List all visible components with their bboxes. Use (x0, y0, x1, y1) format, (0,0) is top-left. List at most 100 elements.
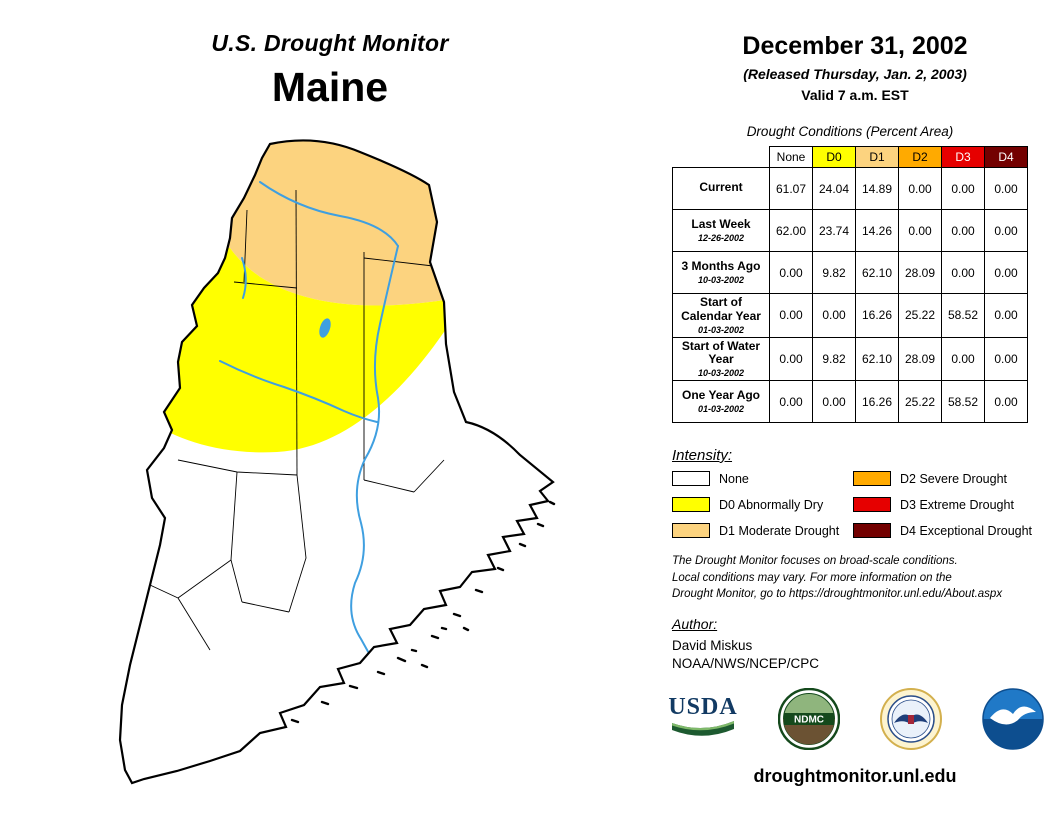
legend-swatch-d1 (672, 523, 710, 538)
maine-drought-map (118, 139, 556, 785)
author-name: David Miskus (672, 638, 753, 653)
table-cell: 62.10 (855, 336, 899, 382)
table-cell: 62.00 (769, 209, 813, 252)
column-header-d1: D1 (855, 146, 899, 168)
released-date: (Released Thursday, Jan. 2, 2003) (743, 66, 967, 82)
disclaimer: The Drought Monitor focuses on broad-sca… (672, 553, 1002, 603)
author-organization: NOAA/NWS/NCEP/CPC (672, 656, 820, 671)
table-cell: 0.00 (984, 380, 1028, 424)
table-cell: 14.89 (855, 167, 899, 210)
legend-label: D4 Exceptional Drought (900, 523, 1033, 538)
row-label: Start of Calendar Year 01-03-2002 (672, 293, 770, 338)
table-cell: 24.04 (812, 167, 856, 210)
legend-item-d4: D4 Exceptional Drought (853, 522, 1038, 539)
table-cell: 9.82 (812, 251, 856, 294)
disclaimer-line: The Drought Monitor focuses on broad-sca… (672, 555, 958, 567)
table-corner-cell (673, 147, 770, 168)
table-row: Last Week 12-26-2002 62.00 23.74 14.26 0… (672, 209, 1028, 252)
legend-item-d0: D0 Abnormally Dry (672, 496, 853, 513)
table-cell: 16.26 (855, 380, 899, 424)
state-title: Maine (271, 64, 389, 110)
table-row: Current 61.07 24.04 14.89 0.00 0.00 0.00 (672, 167, 1028, 210)
table-title: Drought Conditions (Percent Area) (746, 124, 954, 139)
drought-conditions-table: None D0 D1 D2 D3 D4 Current 61.07 24.04 … (672, 146, 1028, 424)
row-label-date: 01-03-2002 (697, 324, 745, 335)
table-cell: 28.09 (898, 336, 942, 382)
row-label-text: One Year Ago (681, 388, 761, 403)
table-cell: 0.00 (984, 251, 1028, 294)
table-cell: 0.00 (941, 336, 985, 382)
usda-swoosh-icon (672, 720, 734, 736)
table-row: Start of Water Year 10-03-2002 0.00 9.82… (672, 336, 1028, 382)
program-title: U.S. Drought Monitor (211, 30, 449, 56)
seagull-icon (990, 706, 1036, 725)
row-label-text: 3 Months Ago (681, 259, 761, 274)
logos-row: USDA NDMC (668, 688, 1044, 750)
valid-time: Valid 7 a.m. EST (801, 87, 909, 103)
table-cell: 28.09 (898, 251, 942, 294)
table-cell: 0.00 (769, 336, 813, 382)
state-outline (118, 139, 555, 785)
usda-logo: USDA (668, 695, 738, 744)
row-label-text: Start of Water Year (681, 338, 761, 367)
legend-item-d2: D2 Severe Drought (853, 470, 1038, 487)
county-borders (149, 189, 445, 651)
table-cell: 14.26 (855, 209, 899, 252)
row-label-date: 01-03-2002 (697, 404, 745, 415)
legend-label: D2 Severe Drought (900, 471, 1008, 486)
legend-label: None (719, 471, 749, 486)
row-label: One Year Ago 01-03-2002 (672, 380, 770, 424)
legend-label: D0 Abnormally Dry (719, 497, 824, 512)
legend-label: D3 Extreme Drought (900, 497, 1014, 512)
table-cell: 16.26 (855, 293, 899, 338)
table-cell: 58.52 (941, 380, 985, 424)
table-cell: 0.00 (812, 380, 856, 424)
row-label-text: Current (699, 180, 743, 195)
column-header-d0: D0 (812, 146, 856, 168)
table-cell: 58.52 (941, 293, 985, 338)
table-row: Start of Calendar Year 01-03-2002 0.00 0… (672, 293, 1028, 338)
row-label: 3 Months Ago 10-03-2002 (672, 251, 770, 294)
disclaimer-line: Local conditions may vary. For more info… (672, 571, 952, 584)
rivers (219, 181, 399, 658)
row-label-date: 10-03-2002 (697, 274, 745, 285)
column-header-none: None (769, 146, 813, 168)
table-cell: 0.00 (769, 380, 813, 424)
author-title: Author: (672, 616, 718, 632)
table-row: One Year Ago 01-03-2002 0.00 0.00 16.26 … (672, 380, 1028, 424)
table-cell: 0.00 (812, 293, 856, 338)
legend-swatch-d4 (853, 523, 891, 538)
table-row: 3 Months Ago 10-03-2002 0.00 9.82 62.10 … (672, 251, 1028, 294)
table-cell: 9.82 (812, 336, 856, 382)
table-cell: 25.22 (898, 293, 942, 338)
legend-item-d1: D1 Moderate Drought (672, 522, 853, 539)
row-label: Current (672, 167, 770, 210)
table-cell: 25.22 (898, 380, 942, 424)
table-cell: 0.00 (984, 209, 1028, 252)
footer-url: droughtmonitor.unl.edu (753, 766, 957, 786)
legend-swatch-none (672, 471, 710, 486)
ndmc-logo: NDMC (778, 688, 840, 750)
table-cell: 23.74 (812, 209, 856, 252)
table-header-row: None D0 D1 D2 D3 D4 (673, 146, 1028, 168)
disclaimer-line: Drought Monitor, go to https://droughtmo… (672, 588, 1003, 600)
table-cell: 62.10 (855, 251, 899, 294)
legend-swatch-d3 (853, 497, 891, 512)
map-region-d1 (120, 140, 553, 306)
noaa-logo (982, 688, 1044, 750)
row-label: Start of Water Year 10-03-2002 (672, 336, 770, 382)
table-cell: 0.00 (984, 167, 1028, 210)
row-label-date: 12-26-2002 (697, 232, 745, 243)
table-cell: 0.00 (769, 251, 813, 294)
table-cell: 0.00 (941, 167, 985, 210)
table-cell: 0.00 (941, 251, 985, 294)
table-cell: 0.00 (941, 209, 985, 252)
usda-logo-text: USDA (668, 693, 738, 720)
row-label-text: Start of Calendar Year (681, 295, 761, 323)
column-header-d4: D4 (984, 146, 1028, 168)
table-cell: 0.00 (769, 293, 813, 338)
intensity-legend: None D2 Severe Drought D0 Abnormally Dry… (672, 470, 1038, 539)
coastal-islands (290, 500, 556, 724)
column-header-d3: D3 (941, 146, 985, 168)
